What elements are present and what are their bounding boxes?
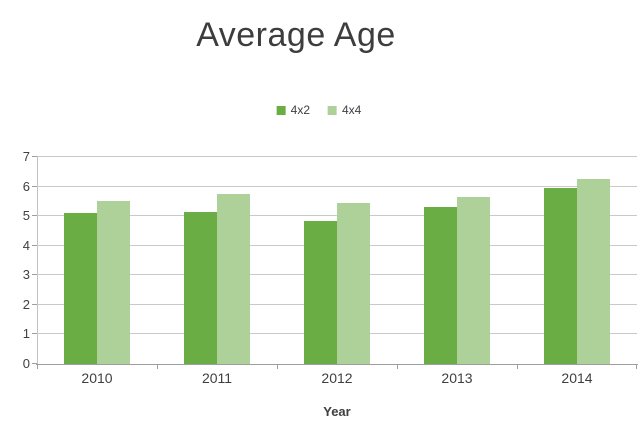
x-axis-tick (277, 365, 278, 369)
y-axis-tick (32, 363, 37, 364)
y-axis-line (37, 157, 38, 364)
y-axis-label: 5 (22, 208, 30, 224)
y-axis-label: 3 (22, 267, 30, 283)
x-axis-line (36, 364, 638, 365)
x-axis-label: 2011 (201, 370, 233, 386)
chart-legend: 4x2 4x4 (276, 103, 361, 117)
bar-4x2-2014 (544, 188, 577, 364)
bar-4x4-2014 (577, 179, 610, 364)
y-axis-tick (32, 274, 37, 276)
chart-title: Average Age (196, 16, 396, 54)
y-axis-tick (32, 333, 37, 335)
x-axis-title: Year (323, 404, 351, 419)
x-axis-label: 2010 (81, 370, 113, 386)
bar-4x2-2010 (64, 213, 97, 364)
y-axis-label: 6 (22, 178, 30, 194)
bar-4x4-2010 (97, 201, 130, 364)
legend-item-4x2: 4x2 (276, 103, 310, 117)
x-axis-label: 2012 (321, 370, 353, 386)
x-axis-label: 2014 (561, 370, 593, 386)
legend-swatch-4x2 (276, 105, 286, 115)
plot-area: 0 1 2 3 4 5 6 7 2010 2011 2012 2013 2014 (23, 149, 638, 386)
y-axis-tick (32, 215, 37, 217)
y-axis-tick (32, 156, 37, 157)
bar-4x4-2013 (457, 196, 490, 364)
legend-label-4x4: 4x4 (342, 103, 362, 117)
x-axis-tick (37, 365, 38, 369)
x-axis-tick (397, 365, 398, 369)
x-axis-tick (517, 365, 518, 369)
gridline (37, 185, 637, 187)
y-axis-tick (32, 244, 37, 246)
bar-4x4-2011 (217, 193, 250, 364)
legend-item-4x4: 4x4 (328, 103, 361, 117)
bar-4x2-2011 (184, 211, 217, 364)
x-axis-label: 2013 (441, 370, 473, 386)
bar-4x2-2012 (304, 220, 337, 364)
legend-swatch-4x4 (328, 105, 337, 115)
y-axis-label: 2 (22, 296, 30, 312)
y-axis-tick (32, 303, 37, 305)
bar-4x2-2013 (424, 207, 457, 364)
y-axis-label: 0 (22, 356, 30, 371)
gridline (37, 156, 637, 157)
x-axis-tick (157, 365, 158, 369)
x-axis-tick (636, 365, 637, 369)
legend-label-4x2: 4x2 (290, 103, 310, 117)
y-axis-label: 4 (22, 237, 30, 253)
y-axis-tick (32, 185, 37, 187)
y-axis-label: 1 (22, 326, 30, 342)
y-axis-label: 7 (22, 149, 30, 164)
bar-4x4-2012 (337, 202, 370, 364)
